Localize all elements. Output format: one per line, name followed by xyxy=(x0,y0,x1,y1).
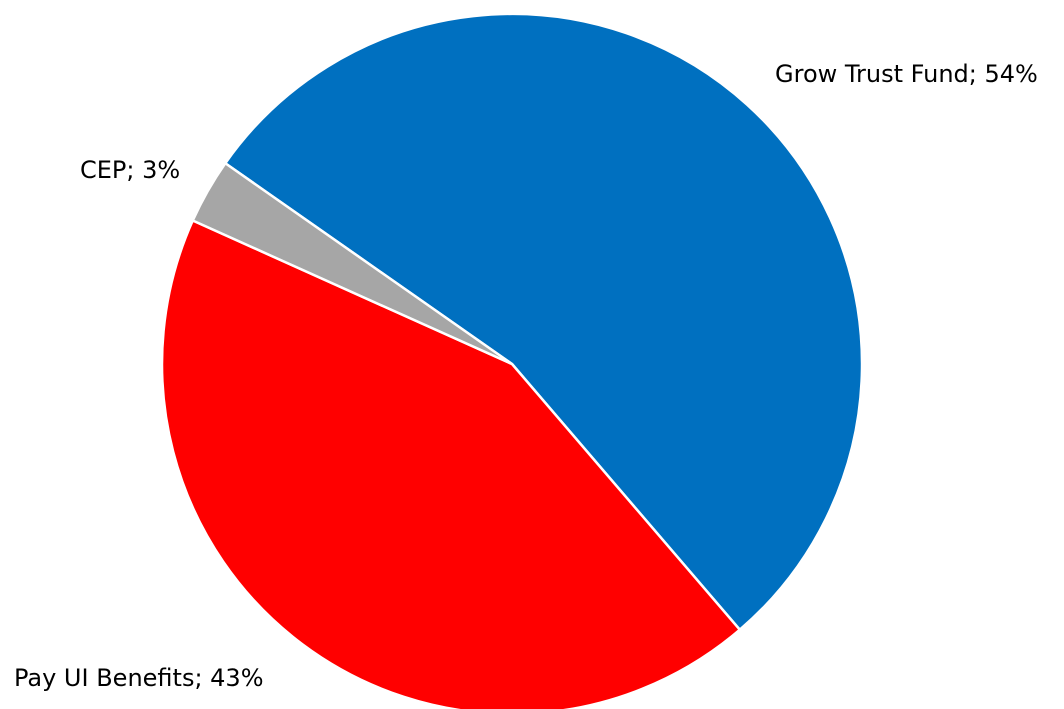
slice-label-pay-ui-benefits: Pay UI Benefits; 43% xyxy=(14,664,264,692)
slice-label-cep: CEP; 3% xyxy=(80,156,180,184)
pie-slices xyxy=(160,12,864,709)
slice-label-grow-trust-fund: Grow Trust Fund; 54% xyxy=(775,60,1038,88)
slice-pay-ui-benefits xyxy=(160,219,742,709)
slice-grow-trust-fund xyxy=(224,12,864,631)
pie-labels: Grow Trust Fund; 54% Pay UI Benefits; 43… xyxy=(14,60,1038,692)
slice-cep xyxy=(191,162,514,366)
